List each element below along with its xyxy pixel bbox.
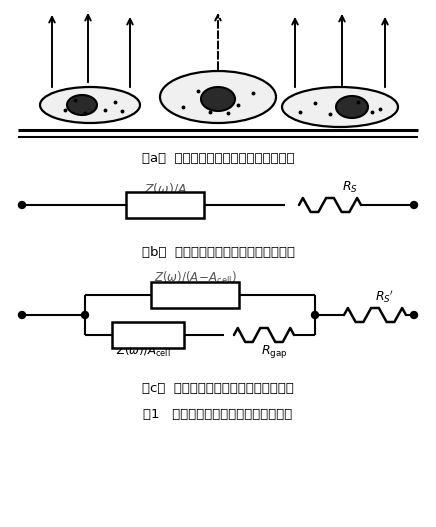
Text: （c）  细胞培养后的电级阻抗分析示意图: （c） 细胞培养后的电级阻抗分析示意图 xyxy=(142,382,294,395)
Text: $Z(\omega)/(A\!-\!A_{\mathrm{cell}})$: $Z(\omega)/(A\!-\!A_{\mathrm{cell}})$ xyxy=(153,270,236,286)
Ellipse shape xyxy=(40,87,140,123)
Circle shape xyxy=(411,201,418,209)
Ellipse shape xyxy=(160,71,276,123)
Text: $R_S{}'$: $R_S{}'$ xyxy=(375,289,395,305)
Ellipse shape xyxy=(67,95,97,115)
Ellipse shape xyxy=(282,87,398,127)
Text: 图1   阻抗细胞传感器的测试原理示意图: 图1 阻抗细胞传感器的测试原理示意图 xyxy=(143,408,293,422)
Bar xyxy=(112,322,184,348)
Circle shape xyxy=(18,201,25,209)
Circle shape xyxy=(18,311,25,318)
Circle shape xyxy=(311,311,319,318)
Text: $Z(\omega)/A_{\mathrm{cell}}$: $Z(\omega)/A_{\mathrm{cell}}$ xyxy=(116,343,170,359)
Text: （b）  细胞培养前的电极阻抗分析示意图: （b） 细胞培养前的电极阻抗分析示意图 xyxy=(142,247,294,259)
Text: （a）  细胞对电极电流的阻碍作用示意图: （a） 细胞对电极电流的阻碍作用示意图 xyxy=(142,151,294,164)
Bar xyxy=(151,282,239,308)
Text: $R_S$: $R_S$ xyxy=(342,180,358,194)
Circle shape xyxy=(411,311,418,318)
Ellipse shape xyxy=(201,87,235,111)
Text: $Z(\omega)/A$: $Z(\omega)/A$ xyxy=(143,181,187,196)
Ellipse shape xyxy=(336,96,368,118)
Circle shape xyxy=(82,311,89,318)
Text: $R_{\mathrm{gap}}$: $R_{\mathrm{gap}}$ xyxy=(261,343,287,359)
Bar xyxy=(126,192,204,218)
